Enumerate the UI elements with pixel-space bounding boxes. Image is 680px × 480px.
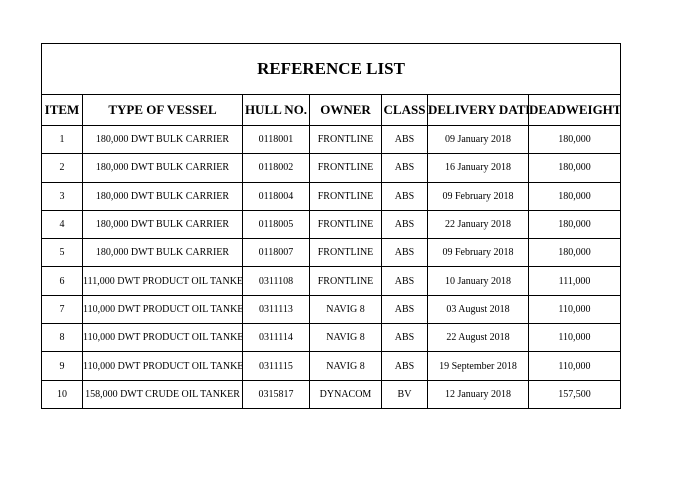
title-row: REFERENCE LIST bbox=[41, 43, 621, 95]
table-cell: 10 January 2018 bbox=[427, 266, 529, 296]
table-cell: 0118001 bbox=[242, 124, 310, 155]
table-row: 10 158,000 DWT CRUDE OIL TANKER 0315817 DYN… bbox=[41, 379, 621, 409]
table-cell: 9 bbox=[41, 351, 83, 381]
table-cell: 22 January 2018 bbox=[427, 209, 529, 240]
table-cell: 110,000 bbox=[528, 294, 621, 325]
table-cell: 180,000 bbox=[528, 209, 621, 240]
table-cell: 180,000 DWT BULK CARRIER bbox=[82, 209, 243, 240]
table-cell: 2 bbox=[41, 153, 83, 183]
table-cell: ABS bbox=[381, 181, 428, 211]
table-cell: 0311115 bbox=[242, 351, 310, 381]
table-cell: 180,000 bbox=[528, 124, 621, 155]
table-cell: 7 bbox=[41, 294, 83, 325]
table-cell: 0118007 bbox=[242, 238, 310, 268]
table-cell: FRONTLINE bbox=[309, 153, 382, 183]
column-header: TYPE OF VESSEL bbox=[82, 94, 243, 126]
table-cell: 0118005 bbox=[242, 209, 310, 240]
table-cell: 180,000 bbox=[528, 153, 621, 183]
table-cell: 5 bbox=[41, 238, 83, 268]
table-cell: 3 bbox=[41, 181, 83, 211]
table-row: 2 180,000 DWT BULK CARRIER 0118002 FRONTLIN… bbox=[41, 153, 621, 183]
table-cell: 12 January 2018 bbox=[427, 379, 529, 409]
column-header: ITEM bbox=[41, 94, 83, 126]
table-cell: 0118002 bbox=[242, 153, 310, 183]
table-cell: 03 August 2018 bbox=[427, 294, 529, 325]
column-header: CLASS bbox=[381, 94, 428, 126]
column-header: DEADWEIGHT bbox=[528, 94, 621, 126]
table-cell: FRONTLINE bbox=[309, 209, 382, 240]
table-cell: 110,000 DWT PRODUCT OIL TANKER bbox=[82, 323, 243, 353]
table-cell: 6 bbox=[41, 266, 83, 296]
table-cell: NAVIG 8 bbox=[309, 351, 382, 381]
table-cell: 0311113 bbox=[242, 294, 310, 325]
table-cell: ABS bbox=[381, 323, 428, 353]
table-cell: 111,000 bbox=[528, 266, 621, 296]
table-cell: FRONTLINE bbox=[309, 124, 382, 155]
table-cell: 0311108 bbox=[242, 266, 310, 296]
table-cell: 19 September 2018 bbox=[427, 351, 529, 381]
table-cell: 8 bbox=[41, 323, 83, 353]
column-header: OWNER bbox=[309, 94, 382, 126]
reference-table: REFERENCE LIST ITEM TYPE OF VESSEL HULL NO… bbox=[41, 43, 621, 409]
table-cell: 180,000 bbox=[528, 238, 621, 268]
table-cell: 09 February 2018 bbox=[427, 238, 529, 268]
table-title: REFERENCE LIST bbox=[41, 43, 621, 95]
table-row: 7 110,000 DWT PRODUCT OIL TANKER 0311113 NA… bbox=[41, 294, 621, 325]
table-cell: 180,000 bbox=[528, 181, 621, 211]
table-row: 8 110,000 DWT PRODUCT OIL TANKER 0311114 NA… bbox=[41, 323, 621, 353]
table-cell: 0315817 bbox=[242, 379, 310, 409]
table-cell: FRONTLINE bbox=[309, 181, 382, 211]
table-cell: NAVIG 8 bbox=[309, 323, 382, 353]
table-cell: ABS bbox=[381, 238, 428, 268]
table-cell: 22 August 2018 bbox=[427, 323, 529, 353]
table-cell: FRONTLINE bbox=[309, 266, 382, 296]
table-cell: 180,000 DWT BULK CARRIER bbox=[82, 124, 243, 155]
table-cell: ABS bbox=[381, 266, 428, 296]
table-cell: 180,000 DWT BULK CARRIER bbox=[82, 238, 243, 268]
column-header: HULL NO. bbox=[242, 94, 310, 126]
table-cell: ABS bbox=[381, 153, 428, 183]
header-row: ITEM TYPE OF VESSEL HULL NO. OWNER CLASS DELI… bbox=[41, 94, 621, 126]
table-cell: NAVIG 8 bbox=[309, 294, 382, 325]
table-cell: ABS bbox=[381, 209, 428, 240]
table-cell: ABS bbox=[381, 351, 428, 381]
table-cell: ABS bbox=[381, 294, 428, 325]
table-cell: FRONTLINE bbox=[309, 238, 382, 268]
table-cell: ABS bbox=[381, 124, 428, 155]
table-cell: 110,000 bbox=[528, 323, 621, 353]
table-cell: 110,000 DWT PRODUCT OIL TANKER bbox=[82, 294, 243, 325]
table-cell: 158,000 DWT CRUDE OIL TANKER bbox=[82, 379, 243, 409]
table-row: 9 110,000 DWT PRODUCT OIL TANKER 0311115 NA… bbox=[41, 351, 621, 381]
table-row: 5 180,000 DWT BULK CARRIER 0118007 FRONTLIN… bbox=[41, 238, 621, 268]
table-cell: 09 February 2018 bbox=[427, 181, 529, 211]
table-cell: 111,000 DWT PRODUCT OIL TANKER bbox=[82, 266, 243, 296]
table-cell: 10 bbox=[41, 379, 83, 409]
table-cell: 110,000 DWT PRODUCT OIL TANKER bbox=[82, 351, 243, 381]
table-body: 1 180,000 DWT BULK CARRIER 0118001 FRONTLIN… bbox=[41, 124, 621, 409]
column-header: DELIVERY DATE bbox=[427, 94, 529, 126]
table-cell: 16 January 2018 bbox=[427, 153, 529, 183]
table-row: 6 111,000 DWT PRODUCT OIL TANKER 0311108 FR… bbox=[41, 266, 621, 296]
table-cell: 09 January 2018 bbox=[427, 124, 529, 155]
table-cell: 1 bbox=[41, 124, 83, 155]
table-cell: DYNACOM bbox=[309, 379, 382, 409]
table-cell: 157,500 bbox=[528, 379, 621, 409]
table-row: 3 180,000 DWT BULK CARRIER 0118004 FRONTLIN… bbox=[41, 181, 621, 211]
table-head: REFERENCE LIST ITEM TYPE OF VESSEL HULL NO… bbox=[41, 43, 621, 126]
table-cell: 180,000 DWT BULK CARRIER bbox=[82, 153, 243, 183]
table-cell: 4 bbox=[41, 209, 83, 240]
table-row: 4 180,000 DWT BULK CARRIER 0118005 FRONTLIN… bbox=[41, 209, 621, 240]
table-cell: 0311114 bbox=[242, 323, 310, 353]
table-cell: 0118004 bbox=[242, 181, 310, 211]
reference-sheet: REFERENCE LIST ITEM TYPE OF VESSEL HULL NO… bbox=[41, 43, 621, 409]
table-cell: BV bbox=[381, 379, 428, 409]
table-row: 1 180,000 DWT BULK CARRIER 0118001 FRONTLIN… bbox=[41, 124, 621, 155]
table-cell: 180,000 DWT BULK CARRIER bbox=[82, 181, 243, 211]
table-cell: 110,000 bbox=[528, 351, 621, 381]
